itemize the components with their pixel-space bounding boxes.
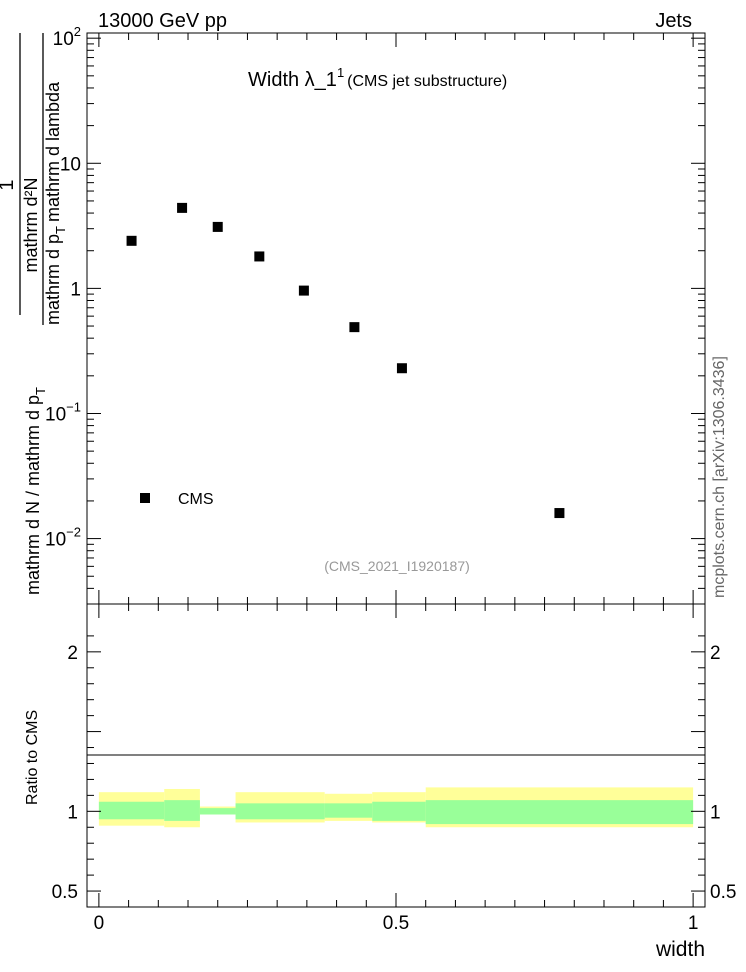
ratio-bands bbox=[98, 787, 694, 828]
data-point bbox=[554, 508, 565, 519]
data-point bbox=[396, 363, 407, 374]
main-y-tick-label: 10−1 bbox=[45, 399, 81, 425]
collision-label: 13000 GeV pp bbox=[98, 10, 227, 32]
ylabel-numerator: 1 bbox=[0, 179, 18, 190]
main-y-tick-label: 10−2 bbox=[45, 525, 81, 551]
plot-title: Width λ_11(CMS jet substructure) bbox=[248, 65, 507, 91]
ratio-y-tick-label-right: 0.5 bbox=[710, 882, 736, 903]
x-tick-label: 0 bbox=[94, 913, 105, 934]
legend-label: CMS bbox=[178, 491, 214, 508]
title-subtitle: (CMS jet substructure) bbox=[347, 73, 507, 90]
data-point bbox=[298, 285, 309, 296]
ratio-y-axis: 2 2 1 1 0.5 0.5 bbox=[52, 635, 736, 903]
ratio-y-tick-label-right: 1 bbox=[710, 802, 721, 823]
stat-uncertainty-band bbox=[235, 803, 325, 820]
ratio-x-axis: 0 0.5 1 bbox=[94, 604, 699, 934]
ratio-y-tick-label: 0.5 bbox=[52, 882, 78, 903]
stat-uncertainty-band bbox=[199, 808, 236, 815]
title-main: Width λ_1 bbox=[248, 69, 337, 91]
main-y-axis: 102 10 1 10−1 10−2 bbox=[45, 24, 705, 605]
process-label: Jets bbox=[655, 10, 692, 32]
main-x-axis bbox=[98, 33, 694, 604]
x-tick-label: 0.5 bbox=[383, 913, 409, 934]
ratio-y-tick-label-right: 2 bbox=[710, 643, 721, 664]
ylabel-numerator-2: mathrm d²N bbox=[21, 177, 41, 272]
source-label: mcplots.cern.ch [arXiv:1306.3436] bbox=[711, 356, 728, 598]
ratio-y-axis-label: Ratio to CMS bbox=[24, 710, 41, 805]
ratio-y-tick-label: 2 bbox=[67, 643, 78, 664]
analysis-id: (CMS_2021_I1920187) bbox=[324, 558, 470, 574]
data-markers bbox=[126, 202, 565, 519]
main-y-axis-label: 1 mathrm d N / mathrm d pT mathrm d²N ma… bbox=[0, 33, 68, 595]
main-plot-frame bbox=[86, 32, 706, 605]
title-superscript: 1 bbox=[337, 65, 344, 80]
stat-uncertainty-band bbox=[324, 803, 373, 818]
data-point bbox=[212, 221, 223, 232]
ylabel-denominator: mathrm d N / mathrm d pT bbox=[23, 387, 48, 595]
stat-uncertainty-band bbox=[425, 800, 694, 825]
legend-marker bbox=[140, 493, 150, 503]
data-point bbox=[177, 202, 188, 213]
data-point bbox=[349, 322, 360, 333]
main-y-tick-label: 10 bbox=[60, 154, 81, 175]
ratio-y-tick-label: 1 bbox=[67, 802, 78, 823]
main-y-tick-label: 102 bbox=[53, 24, 81, 50]
data-point bbox=[126, 235, 137, 246]
main-y-tick-label: 1 bbox=[70, 279, 81, 300]
stat-uncertainty-band bbox=[98, 801, 165, 820]
ylabel-denominator-2: mathrm d pTmathrm d lambda bbox=[43, 81, 68, 325]
stat-uncertainty-band bbox=[164, 800, 200, 821]
x-tick-label: 1 bbox=[688, 913, 699, 934]
stat-uncertainty-band bbox=[372, 801, 426, 821]
x-axis-label: width bbox=[655, 938, 705, 961]
data-point bbox=[254, 251, 265, 262]
